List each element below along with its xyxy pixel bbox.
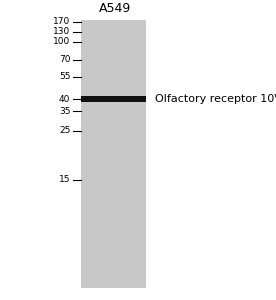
Text: 170: 170 [53, 17, 70, 26]
Bar [81, 96, 146, 102]
Text: 25: 25 [59, 126, 70, 135]
Text: 40: 40 [59, 94, 70, 103]
Text: Olfactory receptor 10V1: Olfactory receptor 10V1 [155, 94, 276, 104]
Text: 55: 55 [59, 72, 70, 81]
Text: 70: 70 [59, 56, 70, 64]
Text: A549: A549 [99, 2, 131, 16]
Text: 100: 100 [53, 38, 70, 46]
Text: 130: 130 [53, 27, 70, 36]
Bar [81, 20, 146, 288]
Text: 35: 35 [59, 106, 70, 116]
Text: 15: 15 [59, 176, 70, 184]
